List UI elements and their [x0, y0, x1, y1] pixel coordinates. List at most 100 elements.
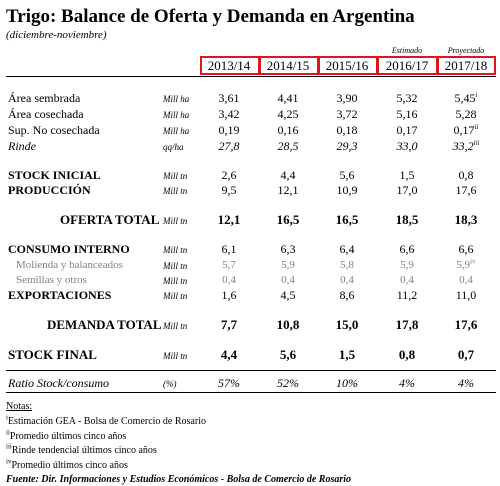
value-text: 33,2 — [452, 139, 474, 153]
cell-value: 5,9 — [400, 258, 414, 272]
note-text: Promedio últimos cinco años — [11, 459, 128, 471]
cell-value: 0,4 — [281, 273, 295, 287]
cell-value: 6,6 — [459, 242, 474, 256]
cell-value: 17,0 — [397, 183, 418, 197]
cell-value: 4,4 — [281, 168, 296, 182]
value-text: 6,4 — [339, 242, 355, 256]
column-tag: Proyectado — [447, 46, 485, 55]
cell-value: 0,8 — [399, 348, 415, 362]
value-text: 1,5 — [338, 347, 356, 362]
value-text: 3,90 — [336, 91, 358, 105]
cell-value: 3,90 — [337, 91, 358, 105]
cell-value: 6,4 — [340, 242, 355, 256]
value-text: 4,25 — [277, 107, 299, 121]
value-text: 17,6 — [454, 317, 478, 332]
cell-value: 0,4 — [222, 273, 236, 287]
cell-value: 1,5 — [339, 348, 355, 362]
cell-value: 8,6 — [340, 288, 355, 302]
value-text: 18,3 — [454, 212, 478, 227]
cell-value: 5,6 — [340, 168, 355, 182]
value-text: 5,45 — [454, 91, 476, 105]
note-text: Promedio últimos cinco años — [9, 430, 127, 442]
value-text: 5,16 — [396, 107, 418, 121]
cell-value: 4% — [399, 376, 415, 390]
value-text: 3,61 — [218, 91, 240, 105]
row-label: Molienda y balanceados — [16, 259, 123, 271]
value-text: 6,6 — [458, 242, 474, 256]
value-text: 9,5 — [221, 183, 237, 197]
note-item: iEstimación GEA - Bolsa de Comercio de R… — [6, 414, 206, 429]
row-label: Sup. No cosechada — [8, 123, 100, 137]
note-mark: iv — [470, 257, 476, 266]
value-text: 15,0 — [335, 317, 359, 332]
value-text: 33,0 — [396, 139, 418, 153]
cell-value: 16,5 — [277, 213, 300, 227]
row-label: PRODUCCIÓN — [8, 183, 91, 197]
value-text: 0,16 — [277, 123, 299, 137]
value-text: 11,0 — [455, 288, 477, 302]
cell-value: 6,1 — [222, 242, 237, 256]
note-mark: ii — [474, 123, 479, 131]
value-text: 18,5 — [395, 212, 419, 227]
row-label: Rinde — [8, 139, 36, 153]
cell-value: 4,5 — [281, 288, 296, 302]
cell-value: 33,2iii — [453, 139, 480, 153]
source: Fuente: Dir. Informaciones y Estudios Ec… — [6, 474, 352, 485]
value-text: 10,9 — [336, 183, 358, 197]
value-text: 3,42 — [218, 107, 240, 121]
value-text: 5,28 — [455, 107, 477, 121]
row-label: STOCK INICIAL — [8, 168, 101, 182]
row-label: EXPORTACIONES — [8, 288, 112, 302]
row-unit: Mill tn — [163, 321, 188, 331]
value-text: 4,5 — [280, 288, 296, 302]
row-unit: Mill tn — [163, 216, 188, 226]
cell-value: 0,16 — [278, 123, 299, 137]
value-text: 3,72 — [336, 107, 358, 121]
cell-value: 3,42 — [219, 107, 240, 121]
row-unit: Mill ha — [163, 126, 190, 136]
cell-value: 10% — [336, 376, 358, 390]
row-label: CONSUMO INTERNO — [8, 242, 130, 256]
value-text: 5,7 — [222, 259, 236, 271]
value-text: 12,1 — [277, 183, 299, 197]
value-text: 6,6 — [399, 242, 415, 256]
cell-value: 7,7 — [221, 318, 237, 332]
value-text: 0,8 — [398, 347, 416, 362]
cell-value: 0,4 — [459, 273, 473, 287]
cell-value: 15,0 — [336, 318, 359, 332]
cell-value: 9,5 — [222, 183, 237, 197]
value-text: 12,1 — [217, 212, 241, 227]
cell-value: 0,19 — [219, 123, 240, 137]
cell-value: 0,17 — [397, 123, 418, 137]
value-text: 4,4 — [280, 168, 296, 182]
row-unit: Mill ha — [163, 94, 190, 104]
value-text: 16,5 — [335, 212, 359, 227]
value-text: 5,6 — [339, 168, 355, 182]
column-header: 2014/15 — [266, 58, 310, 73]
value-text: 5,9 — [281, 259, 295, 271]
cell-value: 5,7 — [222, 258, 236, 272]
cell-value: 18,5 — [396, 213, 419, 227]
cell-value: 4,4 — [221, 348, 237, 362]
row-label: OFERTA TOTAL — [60, 212, 160, 227]
row-label: Área cosechada — [8, 107, 84, 121]
value-text: 1,6 — [221, 288, 237, 302]
note-mark: i — [475, 91, 478, 99]
ratio-rule-bottom — [6, 392, 496, 393]
cell-value: 5,8 — [340, 258, 354, 272]
note-mark: iii — [473, 139, 480, 147]
row-unit: Mill tn — [163, 291, 188, 301]
note-item: ivPromedio últimos cinco años — [6, 458, 128, 473]
cell-value: 10,9 — [337, 183, 358, 197]
row-label: STOCK FINAL — [8, 347, 97, 362]
note-text: Rinde tendencial últimos cinco años — [11, 445, 157, 456]
cell-value: 5,45i — [455, 91, 478, 105]
row-unit: Mill tn — [163, 186, 188, 196]
value-text: 5,32 — [396, 91, 418, 105]
row-label: Área sembrada — [8, 91, 81, 105]
cell-value: 0,4 — [340, 273, 354, 287]
column-header: 2015/16 — [325, 58, 369, 73]
row-label: DEMANDA TOTAL — [47, 317, 162, 332]
cell-value: 1,5 — [400, 168, 415, 182]
